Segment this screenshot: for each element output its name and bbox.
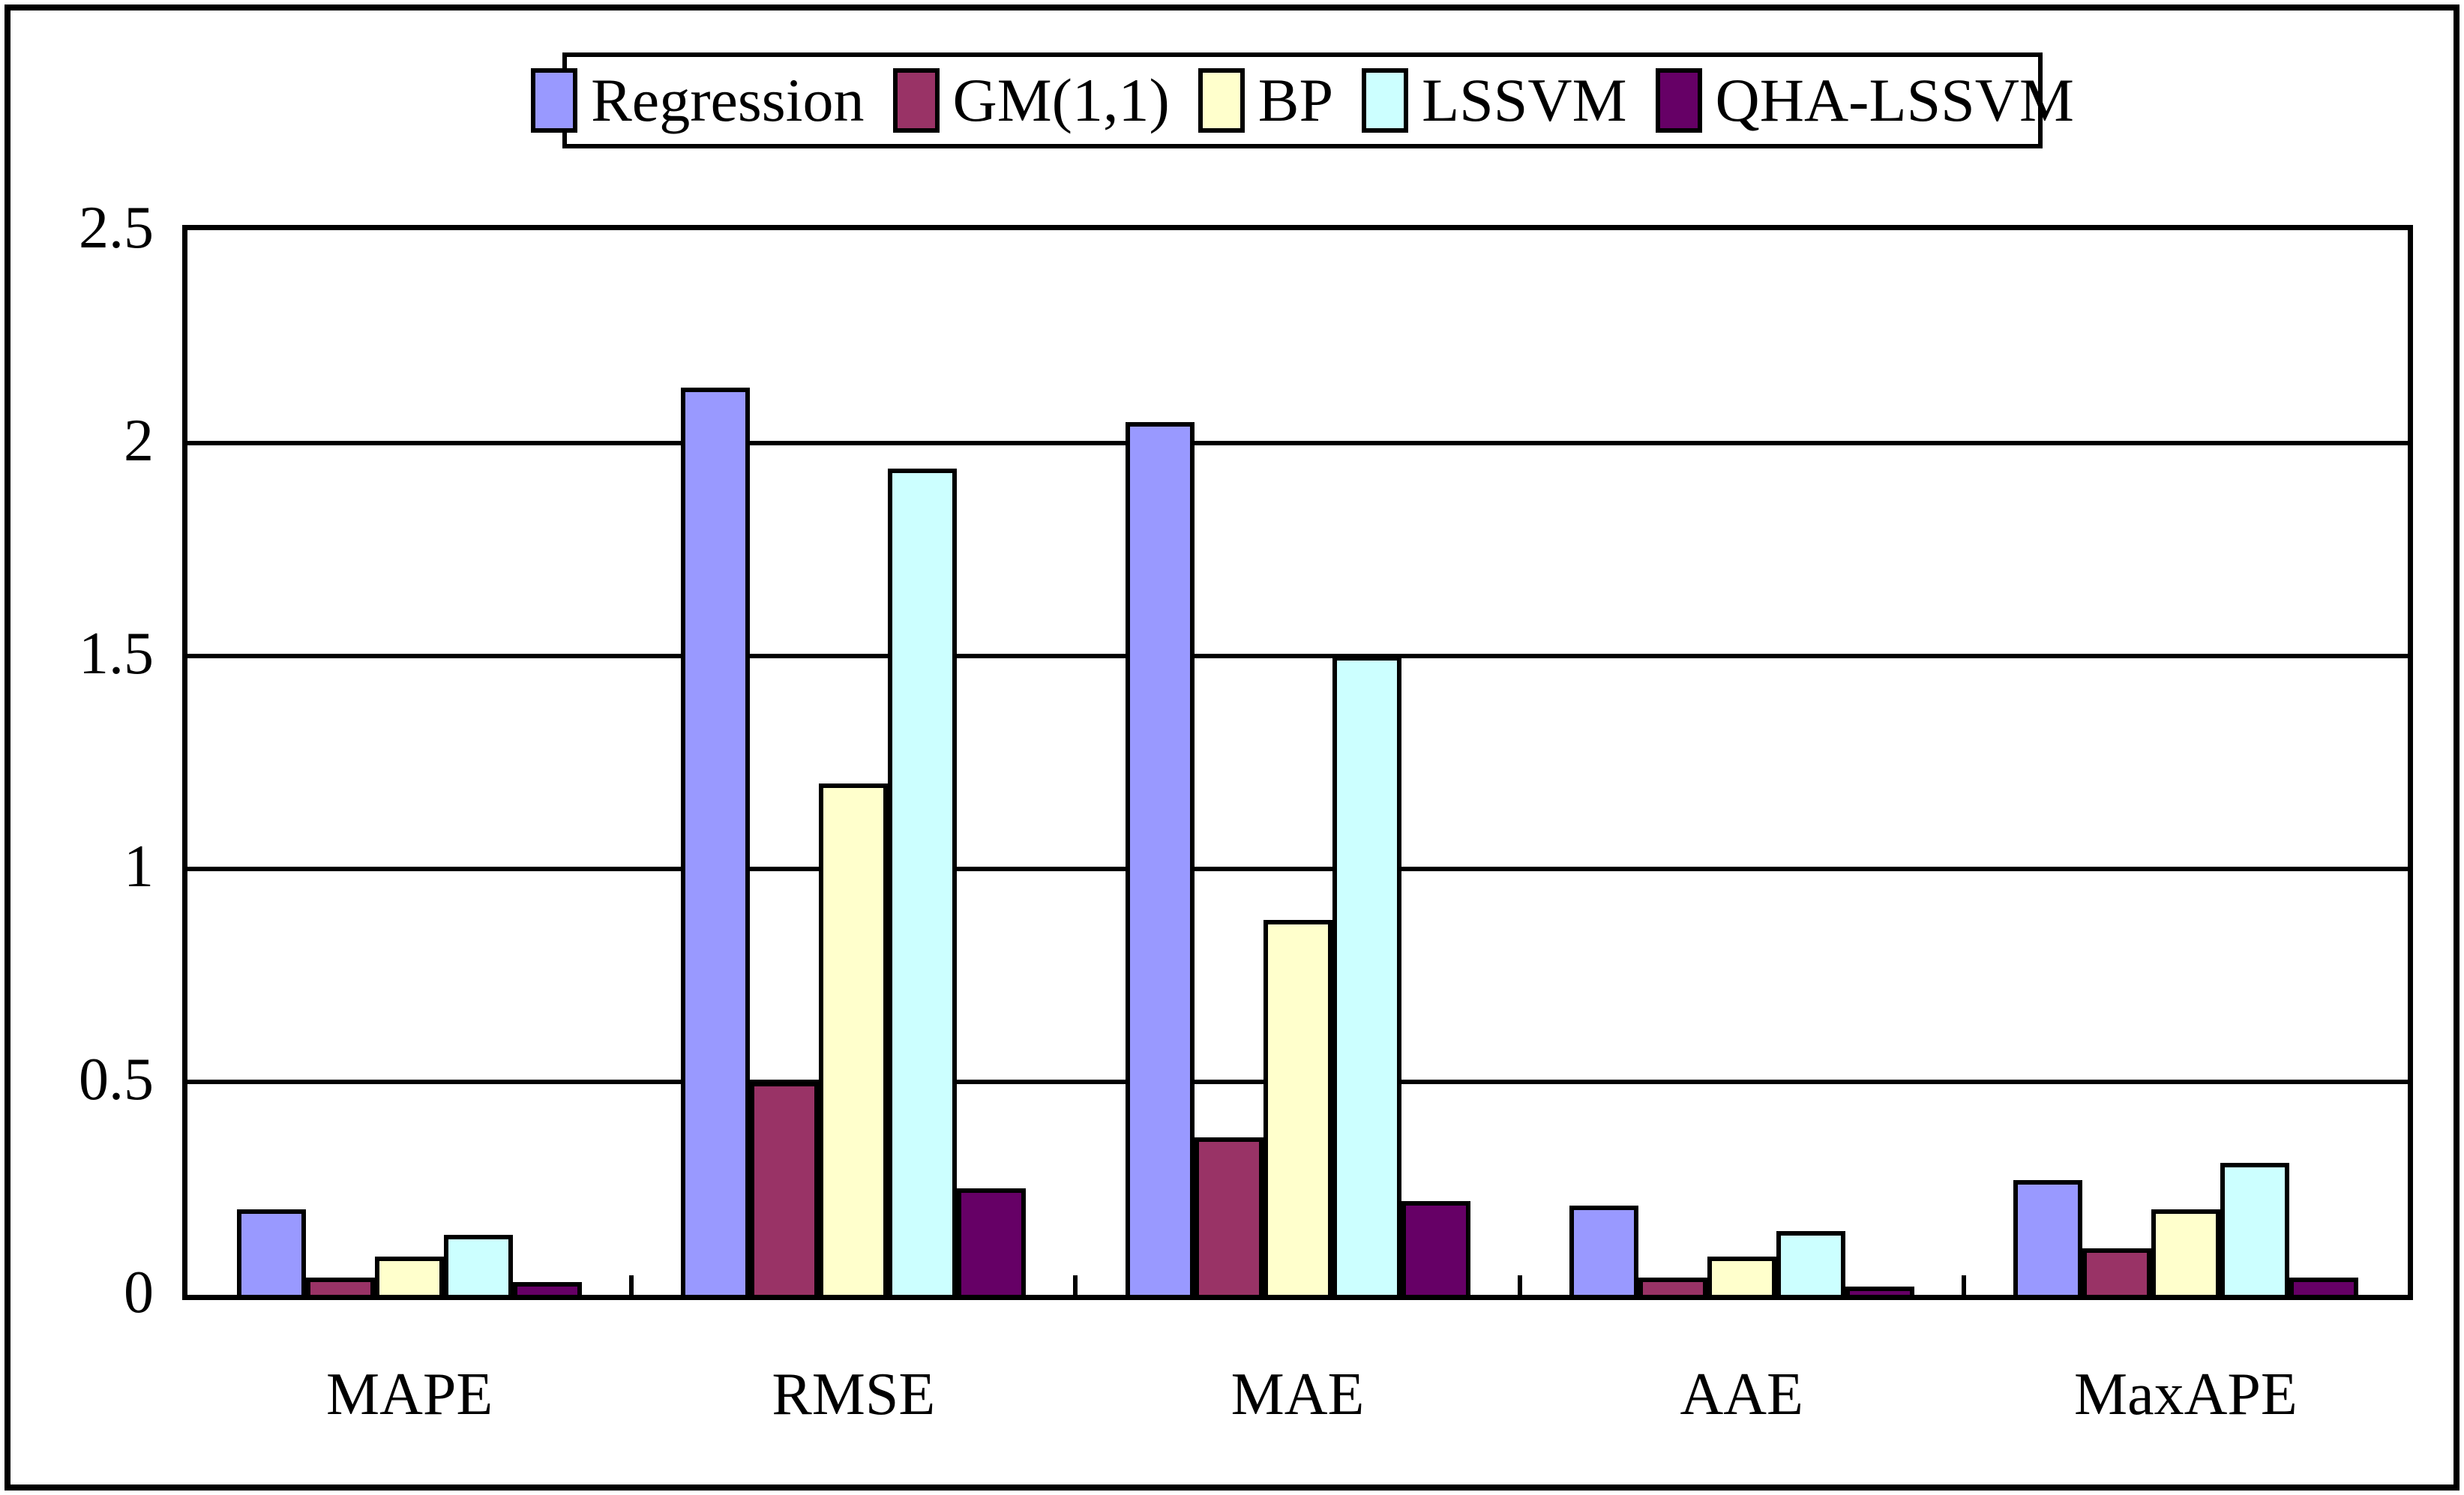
legend-label: LSSVM [1422,66,1627,134]
y-tick-label: 2.5 [79,194,154,261]
legend-label: BP [1257,66,1334,134]
bar-rmse-bp [819,783,889,1295]
bar-maxape-lssvm [2220,1163,2289,1295]
bar-maxape-qha-lssvm [2289,1278,2358,1295]
bar-rmse-gm(1,1) [750,1082,820,1295]
plot-area [182,225,2413,1300]
bar-mape-bp [375,1257,445,1295]
y-tick-label: 1 [124,833,154,900]
x-category-label: MaxAPE [2074,1362,2298,1428]
legend-item: Regression [531,66,865,134]
legend-swatch-icon [892,68,940,133]
bar-maxape-bp [2151,1209,2220,1295]
category-tick [1073,1275,1078,1295]
legend-swatch-icon [1198,68,1245,133]
x-category-label: RMSE [772,1362,936,1428]
bar-mape-lssvm [444,1235,514,1295]
bar-maxape-regression [2013,1180,2082,1295]
bar-rmse-qha-lssvm [957,1188,1027,1295]
gridline [187,867,2408,871]
bar-mae-gm(1,1) [1194,1137,1263,1295]
gridline [187,654,2408,658]
bar-mae-qha-lssvm [1401,1201,1470,1295]
y-tick-label: 0 [124,1260,154,1326]
bar-mae-lssvm [1332,656,1401,1295]
category-tick [1517,1275,1522,1295]
bar-mape-regression [237,1209,307,1295]
legend-swatch-icon [531,68,578,133]
bar-maxape-gm(1,1) [2082,1248,2151,1295]
category-tick [629,1275,634,1295]
x-category-label: AAE [1680,1362,1803,1428]
bar-mape-qha-lssvm [513,1282,583,1295]
legend-label: Regression [591,66,865,134]
bar-aae-qha-lssvm [1845,1287,1914,1295]
legend-swatch-icon [1362,68,1409,133]
bar-mape-gm(1,1) [306,1278,376,1295]
bar-rmse-lssvm [888,469,958,1295]
legend: Regression GM(1,1) BP LSSVM QHA-LSSVM [531,52,2074,148]
bar-mae-bp [1263,920,1332,1295]
y-tick-label: 2 [124,407,154,474]
x-category-label: MAPE [325,1362,493,1428]
y-tick-label: 0.5 [79,1046,154,1113]
bar-aae-regression [1569,1206,1638,1295]
x-category-label: MAE [1231,1362,1365,1428]
category-tick [1961,1275,1966,1295]
y-tick-label: 1.5 [79,620,154,687]
bar-aae-bp [1707,1257,1776,1295]
bar-aae-lssvm [1776,1231,1845,1295]
legend-swatch-icon [1655,68,1702,133]
bar-aae-gm(1,1) [1638,1278,1707,1295]
gridline [187,441,2408,445]
legend-label: GM(1,1) [952,66,1170,134]
bar-mae-regression [1125,422,1195,1295]
legend-item: LSSVM [1362,66,1627,134]
legend-item: QHA-LSSVM [1655,66,2074,134]
legend-item: GM(1,1) [892,66,1170,134]
legend-item: BP [1198,68,1333,133]
bar-rmse-regression [681,388,751,1295]
legend-label: QHA-LSSVM [1715,66,2074,134]
